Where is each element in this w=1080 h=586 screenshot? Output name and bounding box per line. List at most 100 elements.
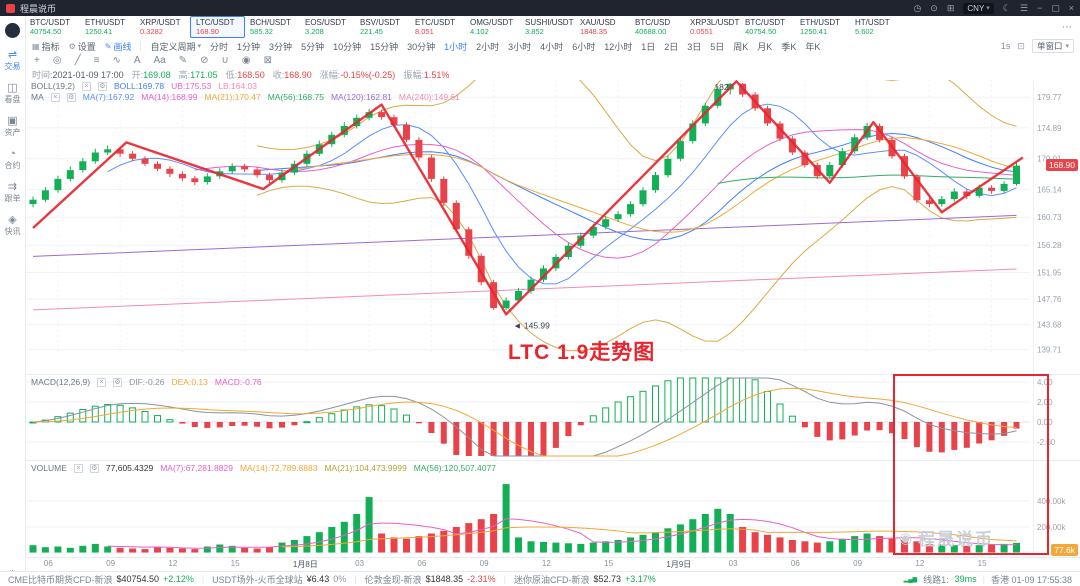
ticker-tab-7[interactable]: ETC/USDT 8.051 xyxy=(410,16,465,38)
status-item-2[interactable]: 伦敦金现-新浪 $1848.35 -2.31% xyxy=(364,574,496,585)
custom-period-button[interactable]: 自定义周期 ▾ xyxy=(150,40,201,53)
watermark-text: 程晟说币 xyxy=(918,530,995,549)
layout-grid-icon[interactable]: ⊞ xyxy=(946,3,955,13)
timeframe-1分钟[interactable]: 1分钟 xyxy=(237,41,261,52)
timeframe-5分钟[interactable]: 5分钟 xyxy=(301,41,325,52)
search-icon[interactable]: ⊙ xyxy=(930,3,938,13)
close-indicator-icon[interactable]: × xyxy=(81,81,91,91)
timeframe-2小时[interactable]: 2小时 xyxy=(476,41,500,52)
status-item-3[interactable]: 迷你原油CFD-新浪 $52.73 +3.17% xyxy=(513,574,656,585)
timeframe-1小时[interactable]: 1小时 xyxy=(444,41,468,52)
sidebar-logo[interactable] xyxy=(5,23,20,38)
sidebar-item-market-watch[interactable]: ◫ 看盘 xyxy=(4,82,21,105)
timeframe-月K[interactable]: 月K xyxy=(757,41,773,52)
status-item-0[interactable]: CME比特币期货CFD-新浪 $40754.50 +2.12% xyxy=(8,574,194,585)
ticker-price: 0.0551 xyxy=(690,27,713,36)
ticker-pair: OMG/USDT xyxy=(470,18,514,27)
ticker-tab-3[interactable]: LTC/USDT 168.90 xyxy=(190,16,245,38)
dot-cursor-icon[interactable]: ◎ xyxy=(52,55,62,66)
timeframe-4小时[interactable]: 4小时 xyxy=(540,41,564,52)
timeframe-15分钟[interactable]: 15分钟 xyxy=(370,41,399,52)
ticker-pair: BTC/USDT xyxy=(745,18,785,27)
timeframe-5日[interactable]: 5日 xyxy=(710,41,725,52)
macd-chart[interactable]: 4.00 2.00 0.00 -2.00 xyxy=(25,374,1080,460)
volume-chart[interactable]: 400.00k 200.00k xyxy=(25,460,1080,558)
svg-text:0.00: 0.00 xyxy=(1037,418,1053,427)
minimize-button[interactable]: − xyxy=(1036,3,1043,13)
timeframe-3分钟[interactable]: 3分钟 xyxy=(269,41,293,52)
svg-text:400.00k: 400.00k xyxy=(1037,497,1066,506)
ticker-tab-15[interactable]: HT/USDT 5.602 xyxy=(850,16,905,38)
wave-icon[interactable]: ∿ xyxy=(112,55,121,66)
ticker-tab-1[interactable]: ETH/USDT 1250.41 xyxy=(80,16,135,38)
timeframe-3小时[interactable]: 3小时 xyxy=(508,41,532,52)
indicator-settings-icon[interactable]: ⚙ xyxy=(66,92,76,102)
contracts-icon: ◔ xyxy=(9,148,16,160)
timeframe-2日[interactable]: 2日 xyxy=(664,41,679,52)
text-icon[interactable]: A xyxy=(133,55,141,66)
ticker-tab-11[interactable]: BTC/USD 40688.00 xyxy=(630,16,685,38)
ticker-tab-8[interactable]: OMG/USDT 4.102 xyxy=(465,16,520,38)
text-style-icon[interactable]: Aa xyxy=(153,55,166,66)
close-button[interactable]: × xyxy=(1068,3,1074,13)
visibility-icon[interactable]: ◉ xyxy=(241,55,251,66)
candlestick-chart[interactable]: 179.77174.89170.01165.14160.73156.28151.… xyxy=(25,80,1080,374)
timeframe-年K[interactable]: 年K xyxy=(805,41,821,52)
boll-row: BOLL(19,2) × ⚙ BOLL:169.78 UB:175.53 LB:164.0… xyxy=(31,81,257,91)
delete-icon[interactable]: ⊠ xyxy=(263,55,272,66)
maximize-button[interactable]: ▢ xyxy=(1051,3,1060,13)
ticker-tab-2[interactable]: XRP/USDT 0.3282 xyxy=(135,16,190,38)
indicators-button[interactable]: ▦ 指标 xyxy=(32,40,60,53)
settings-button[interactable]: ⚙ 设置 xyxy=(69,40,96,53)
sidebar-item-contracts[interactable]: ◔ 合约 xyxy=(4,148,21,171)
eraser-icon[interactable]: ⊘ xyxy=(200,55,209,66)
trend-line-icon[interactable]: ╱ xyxy=(74,55,81,66)
indicator-settings-icon[interactable]: ⚙ xyxy=(97,81,107,91)
window-mode-selector[interactable]: 单窗口 ▾ xyxy=(1031,39,1074,53)
timeframe-分时[interactable]: 分时 xyxy=(210,41,229,52)
close-indicator-icon[interactable]: × xyxy=(73,463,83,473)
timeframe-30分钟[interactable]: 30分钟 xyxy=(407,41,436,52)
ticker-tab-0[interactable]: BTC/USDT 40754.50 xyxy=(25,16,80,38)
indicator-settings-icon[interactable]: ⚙ xyxy=(89,463,99,473)
ticker-tab-6[interactable]: BSV/USDT 221.45 xyxy=(355,16,410,38)
brush-icon[interactable]: ✎ xyxy=(178,55,188,66)
magnet-icon[interactable]: ∪ xyxy=(221,55,229,66)
indicator-settings-icon[interactable]: ⚙ xyxy=(113,377,123,387)
ticker-tab-10[interactable]: XAU/USD 1848.35 xyxy=(575,16,630,38)
x-label-15: 15 xyxy=(977,559,987,568)
ticker-price: 40754.50 xyxy=(30,27,62,36)
interval-badge: 1s xyxy=(1000,41,1011,51)
sidebar-item-news-flash[interactable]: ◈ 快讯 xyxy=(4,214,21,237)
sidebar-item-copy-trade[interactable]: ⇉ 跟单 xyxy=(4,181,21,204)
ticker-tab-9[interactable]: SUSHI/USDT 3.852 xyxy=(520,16,575,38)
timeframe-季K[interactable]: 季K xyxy=(781,41,797,52)
close-indicator-icon[interactable]: × xyxy=(97,377,107,387)
menu-icon[interactable]: ☰ xyxy=(1019,3,1028,13)
ticker-tab-13[interactable]: BTC/USDT 40754.50 xyxy=(740,16,795,38)
x-label-10: 1月9日 xyxy=(666,560,692,569)
timeframe-周K[interactable]: 周K xyxy=(733,41,749,52)
notification-icon[interactable]: ◷ xyxy=(913,3,922,13)
fullscreen-icon[interactable]: ⊡ xyxy=(1017,41,1025,51)
gear-icon: ⚙ xyxy=(68,41,76,51)
timeframe-10分钟[interactable]: 10分钟 xyxy=(333,41,362,52)
ticker-tab-4[interactable]: BCH/USDT 585.32 xyxy=(245,16,300,38)
sidebar-item-trade[interactable]: ⇌ 交易 xyxy=(4,49,21,72)
timeframe-12小时[interactable]: 12小时 xyxy=(604,41,633,52)
timeframe-6小时[interactable]: 6小时 xyxy=(572,41,596,52)
ticker-tab-12[interactable]: XRP3L/USDT 0.0551 xyxy=(685,16,740,38)
theme-icon[interactable]: ☾ xyxy=(1002,3,1011,13)
currency-selector[interactable]: CNY ▾ xyxy=(963,2,994,14)
ticker-tab-14[interactable]: ETH/USDT 1250.41 xyxy=(795,16,850,38)
timeframe-1日[interactable]: 1日 xyxy=(641,41,656,52)
ticker-tab-5[interactable]: EOS/USDT 3.208 xyxy=(300,16,355,38)
tabs-more-icon[interactable]: ⋯ xyxy=(1062,21,1072,33)
horizontal-lines-icon[interactable]: ≡ xyxy=(93,55,100,66)
sidebar-item-assets[interactable]: ▣ 资产 xyxy=(4,115,21,138)
draw-button[interactable]: ✎ 画线 xyxy=(105,40,132,53)
status-item-1[interactable]: USDT场外-火币全球站 ¥6.43 0% xyxy=(212,574,347,585)
close-indicator-icon[interactable]: × xyxy=(50,92,60,102)
crosshair-icon[interactable]: + xyxy=(34,55,40,66)
timeframe-3日[interactable]: 3日 xyxy=(687,41,702,52)
